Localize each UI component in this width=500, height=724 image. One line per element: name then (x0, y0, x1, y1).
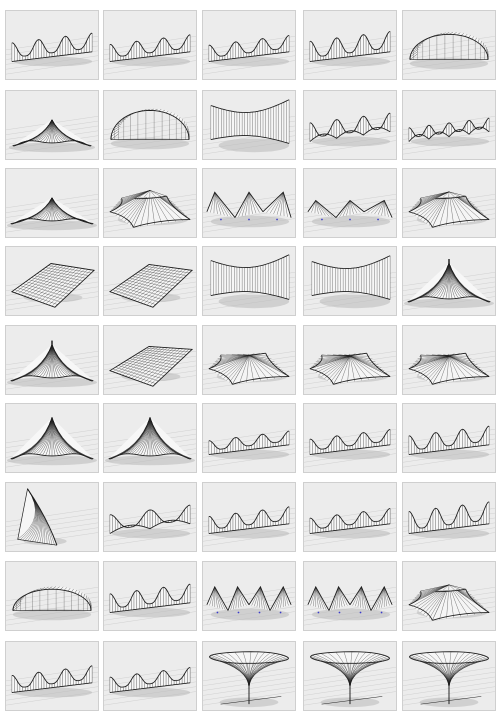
structure-drawing (203, 429, 295, 468)
structure-drawing (104, 190, 196, 233)
structure-drawing (403, 351, 495, 390)
structure-drawing (6, 586, 98, 626)
structure-drawing (104, 264, 196, 311)
structure-thumbnail (5, 482, 99, 552)
structure-thumbnail (5, 246, 99, 316)
structure-drawing (304, 651, 396, 708)
structure-thumbnail (202, 168, 296, 238)
structure-thumbnail (402, 403, 496, 473)
structure-drawing (104, 583, 196, 626)
structure-thumbnail (5, 403, 99, 473)
structure-thumbnail (402, 482, 496, 552)
structure-thumbnail (303, 10, 397, 80)
structure-thumbnail (103, 168, 197, 238)
structure-drawing (6, 194, 98, 233)
structure-drawing (203, 585, 295, 626)
structure-drawing (304, 351, 396, 390)
structure-drawing (304, 194, 396, 233)
structure-drawing (403, 501, 495, 547)
structure-thumbnail (202, 482, 296, 552)
structure-thumbnail (5, 90, 99, 160)
structure-thumbnail (202, 246, 296, 316)
structure-thumbnail (5, 10, 99, 80)
structure-thumbnail (103, 90, 197, 160)
structure-drawing (203, 99, 295, 155)
structure-drawing (304, 507, 396, 547)
structure-thumbnail (402, 561, 496, 631)
structure-drawing (304, 255, 396, 311)
structure-drawing (203, 506, 295, 547)
structure-drawing (6, 263, 98, 311)
structure-thumbnail (103, 482, 197, 552)
structure-thumbnail (202, 10, 296, 80)
structure-drawing (203, 34, 295, 75)
structure-thumbnail (303, 403, 397, 473)
structure-drawing (304, 112, 396, 155)
structure-thumbnail (402, 10, 496, 80)
structure-thumbnail (402, 90, 496, 160)
structure-thumbnail (103, 10, 197, 80)
structure-drawing (403, 116, 495, 155)
structure-drawing (304, 428, 396, 468)
structure-thumbnail (202, 403, 296, 473)
structure-drawing (403, 32, 495, 75)
structure-thumbnail (402, 246, 496, 316)
structure-drawing (104, 34, 196, 75)
structure-thumbnail (103, 246, 197, 316)
structure-thumbnail (402, 168, 496, 238)
structure-drawing (203, 254, 295, 311)
structure-thumbnail (303, 561, 397, 631)
structure-thumbnail (303, 246, 397, 316)
structure-drawing (104, 417, 196, 468)
structure-thumbnail (5, 561, 99, 631)
structure-thumbnail (202, 641, 296, 711)
structure-drawing (104, 108, 196, 155)
structure-thumbnail (103, 325, 197, 395)
structure-thumbnail (303, 325, 397, 395)
structure-drawing (6, 665, 98, 706)
structure-drawing (403, 651, 495, 708)
structure-thumbnail (103, 641, 197, 711)
structure-drawing (6, 32, 98, 75)
structure-drawing (104, 666, 196, 706)
structure-drawing (6, 417, 98, 468)
structure-thumbnail (303, 482, 397, 552)
structure-drawing (104, 504, 196, 547)
structure-thumbnail (202, 325, 296, 395)
structure-thumbnail (5, 168, 99, 238)
structure-thumbnail (5, 325, 99, 395)
structure-thumbnail (202, 561, 296, 631)
structure-thumbnail (103, 561, 197, 631)
structure-drawing (403, 191, 495, 233)
structure-thumbnail (402, 641, 496, 711)
structure-thumbnail (5, 641, 99, 711)
structure-drawing (203, 351, 295, 390)
structure-drawing (403, 259, 495, 311)
structure-drawing (6, 340, 98, 390)
structure-drawing (203, 651, 295, 708)
structure-drawing (104, 345, 196, 390)
structure-drawing (6, 116, 98, 155)
structure-thumbnail (202, 90, 296, 160)
structure-drawing (203, 191, 295, 233)
structure-thumbnail (303, 168, 397, 238)
structure-drawing (403, 425, 495, 468)
structure-thumbnail (303, 90, 397, 160)
structure-drawing (6, 488, 98, 547)
structure-thumbnail (402, 325, 496, 395)
structure-drawing (403, 584, 495, 626)
structure-drawing (304, 585, 396, 626)
structure-drawing (304, 31, 396, 75)
structure-thumbnail (103, 403, 197, 473)
structure-thumbnail (303, 641, 397, 711)
